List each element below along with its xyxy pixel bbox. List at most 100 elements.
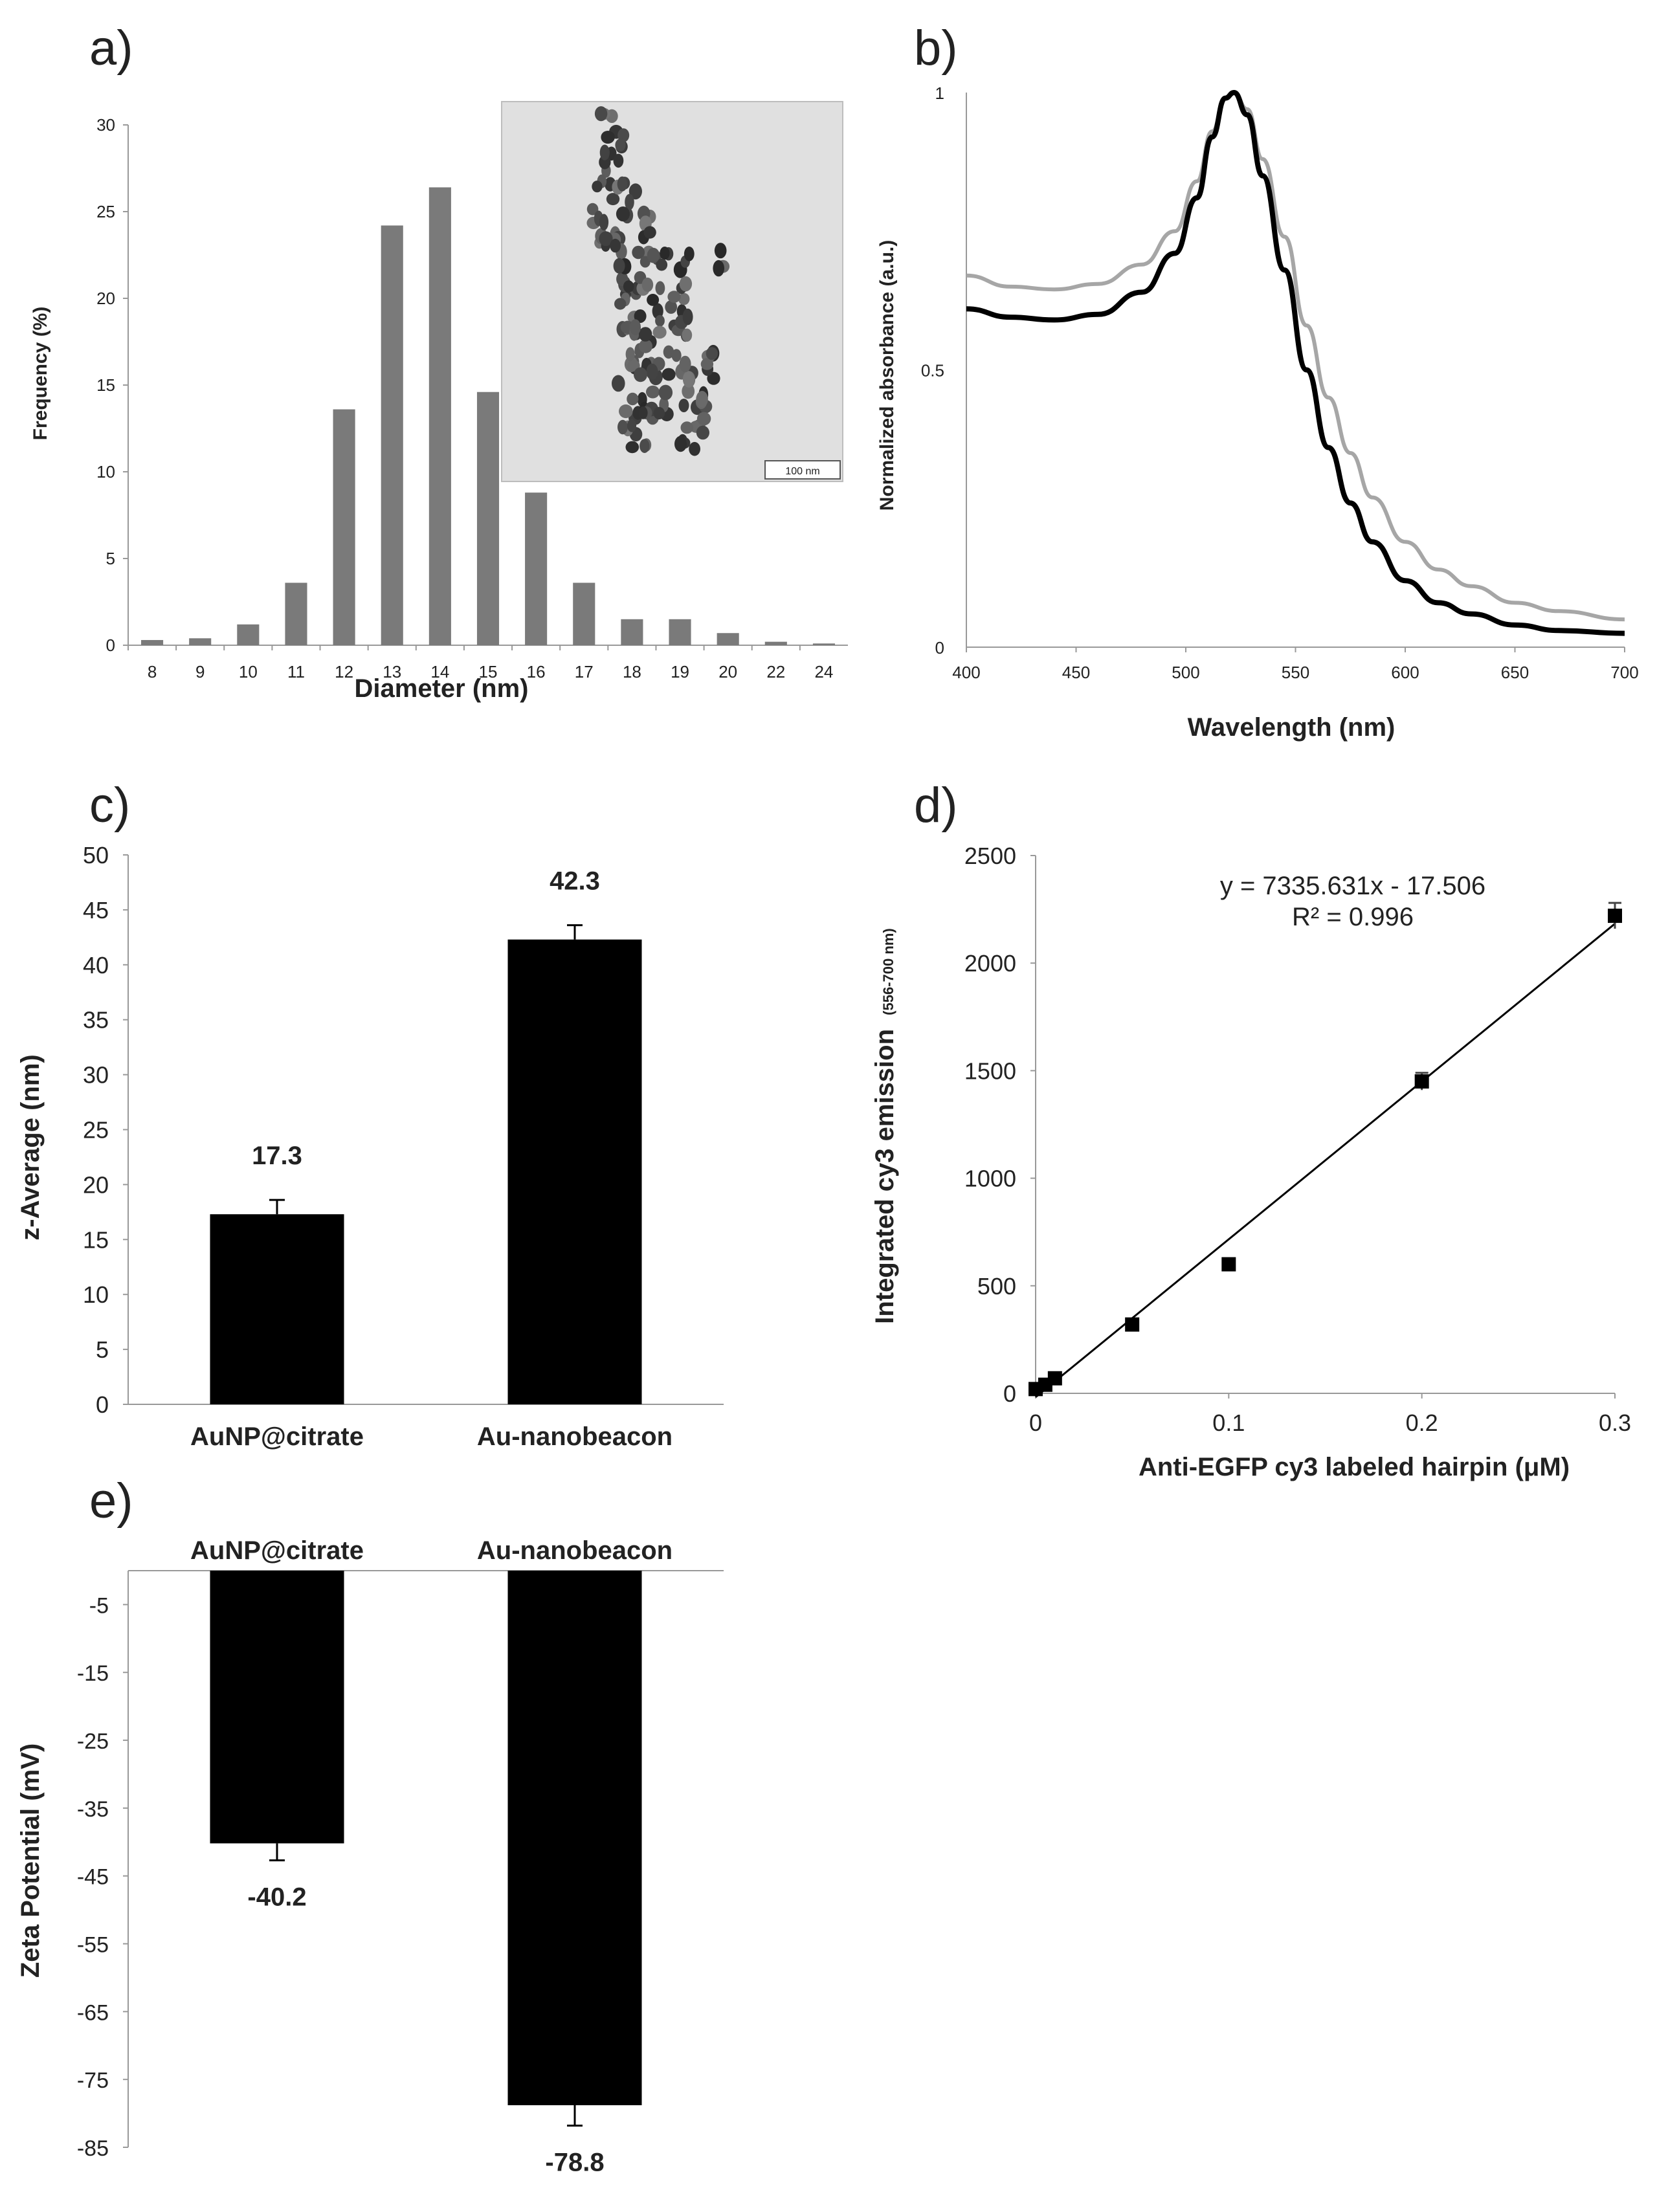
nanoparticle <box>707 371 720 385</box>
chart-e-ytick-label: -85 <box>77 2136 109 2161</box>
chart-a-xtick-label: 15 <box>479 662 498 681</box>
nanoparticle <box>663 345 674 359</box>
nanoparticle <box>641 277 654 293</box>
nanoparticle <box>678 399 689 412</box>
nanoparticle <box>599 214 609 231</box>
chart-c-ytick-label: 40 <box>83 952 109 979</box>
chart-e-ylabel: Zeta Potential (mV) <box>16 1743 45 1978</box>
nanoparticle <box>696 425 709 440</box>
nanoparticle <box>682 328 693 342</box>
chart-a-bar <box>525 492 548 645</box>
chart-a-xtick-label: 10 <box>239 662 258 681</box>
chart-d-r2: R² = 0.996 <box>1292 903 1414 931</box>
chart-d-ytick-label: 1000 <box>964 1166 1016 1192</box>
nanoparticle <box>586 203 599 216</box>
chart-e-ytick-label: -45 <box>77 1865 109 1890</box>
chart-b-ytick-label: 1 <box>935 83 944 103</box>
nanoparticle <box>592 181 603 193</box>
nanoparticle <box>647 294 660 306</box>
chart-e-category-label: Au-nanobeacon <box>477 1536 673 1565</box>
nanoparticle <box>617 419 628 435</box>
nanoparticle <box>601 131 615 144</box>
chart-a-xtick-label: 17 <box>575 662 594 681</box>
nanoparticle <box>627 392 639 406</box>
chart-a-xtick-label: 13 <box>383 662 401 681</box>
nanoparticle <box>684 247 695 261</box>
nanoparticle <box>700 358 714 370</box>
chart-a-ytick-label: 25 <box>96 202 115 221</box>
panel-label-d: d) <box>914 778 958 833</box>
chart-e-ytick-label: -15 <box>77 1661 109 1686</box>
nanoparticle <box>599 144 610 160</box>
chart-a-bar <box>621 619 643 645</box>
chart-d-equation: y = 7335.631x - 17.506 <box>1220 872 1485 900</box>
nanoparticle <box>662 368 676 381</box>
nanoparticle <box>639 339 652 353</box>
chart-c-ylabel: z-Average (nm) <box>16 1054 45 1240</box>
chart-a-xtick-label: 14 <box>430 662 449 681</box>
chart-e-value-label: -78.8 <box>545 2148 604 2176</box>
chart-c-ytick-label: 15 <box>83 1226 109 1253</box>
chart-d-point <box>1125 1317 1140 1332</box>
chart-a-ytick-label: 15 <box>96 375 115 395</box>
chart-e-ytick-label: -35 <box>77 1797 109 1822</box>
nanoparticle <box>658 384 673 401</box>
chart-a-bar <box>428 187 451 646</box>
nanoparticle <box>667 291 681 303</box>
nanoparticle <box>679 276 693 292</box>
panel-label-b: b) <box>914 21 958 76</box>
chart-a-xtick-label: 12 <box>335 662 353 681</box>
chart-c-ytick-label: 30 <box>83 1062 109 1089</box>
chart-a-bar <box>189 638 212 645</box>
nanoparticle <box>632 245 645 260</box>
chart-d-xtick-label: 0.2 <box>1406 1410 1438 1436</box>
chart-b-line-gray <box>966 90 1625 622</box>
nanoparticle <box>713 260 724 277</box>
nanoparticle <box>623 280 634 293</box>
chart-c-ytick-label: 35 <box>83 1007 109 1034</box>
nanoparticle <box>647 247 660 263</box>
panel-label-a: a) <box>89 21 133 76</box>
nanoparticle <box>625 441 639 454</box>
nanoparticle <box>617 176 627 192</box>
nanoparticle <box>655 281 665 296</box>
chart-c: 0 5 10 15 20 25 30 35 40 45 50 17.3 AuNP@citrate 42.3… <box>83 842 724 1451</box>
chart-c-bar <box>507 939 642 1404</box>
chart-e-bar <box>210 1571 344 1844</box>
chart-a-xtick-label: 20 <box>718 662 737 681</box>
chart-a-bar <box>141 639 164 645</box>
chart-b-ytick-label: 0.5 <box>921 361 944 381</box>
chart-a-xlabel: Diameter (nm) <box>355 674 529 703</box>
chart-a-xtick-label: 24 <box>814 662 833 681</box>
chart-d-ylabel: Integrated cy3 emission (556-700 nm) <box>871 928 899 1323</box>
nanoparticle <box>639 327 652 342</box>
chart-d-xtick-label: 0.1 <box>1212 1410 1245 1436</box>
chart-d-xlabel: Anti-EGFP cy3 labeled hairpin (μM) <box>1139 1453 1570 1481</box>
svg-text:Integrated cy3 emission: Integrated cy3 emission (556-700 nm) <box>871 928 899 1323</box>
nanoparticle <box>706 347 718 360</box>
nanoparticle <box>696 412 711 426</box>
nanoparticle <box>634 367 647 382</box>
chart-b-xlabel: Wavelength (nm) <box>1188 713 1396 742</box>
nanoparticle <box>599 231 613 247</box>
chart-b: 0 0.5 1 400 450 500 550 600 650 700 <box>921 83 1639 682</box>
nanoparticle <box>625 347 635 362</box>
chart-a-ylabel: Frequency (%) <box>30 307 51 441</box>
chart-b-xtick-label: 600 <box>1391 663 1419 682</box>
chart-c-ytick-label: 25 <box>83 1117 109 1144</box>
chart-a-xtick-label: 8 <box>148 662 157 681</box>
chart-b-xtick-label: 700 <box>1610 663 1638 682</box>
nanoparticle <box>629 319 641 335</box>
nanoparticle <box>594 106 608 122</box>
chart-a-bar <box>812 643 835 645</box>
chart-a-xtick-label: 9 <box>195 662 205 681</box>
chart-a-bar <box>381 225 403 645</box>
nanoparticle <box>614 298 627 310</box>
chart-d-xtick-label: 0.3 <box>1599 1410 1631 1436</box>
nanoparticle <box>628 183 643 200</box>
chart-d-fit-line <box>1035 923 1616 1398</box>
chart-b-xtick-label: 500 <box>1172 663 1199 682</box>
nanoparticle <box>689 441 700 456</box>
chart-a-ytick-label: 20 <box>96 289 115 308</box>
